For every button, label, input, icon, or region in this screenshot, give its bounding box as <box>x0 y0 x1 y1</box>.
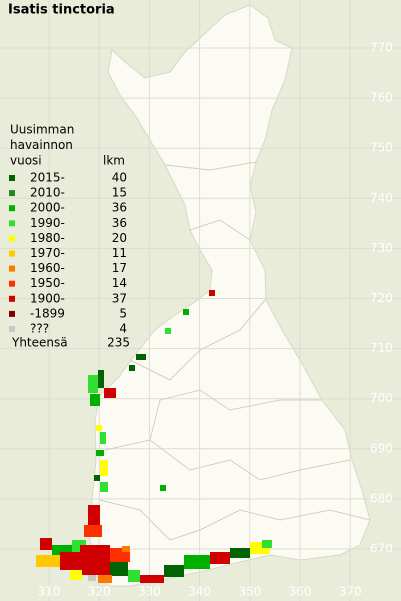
legend-label: 1900- <box>30 291 65 305</box>
square <box>209 290 215 296</box>
legend-label: 1980- <box>30 231 65 245</box>
legend-swatch <box>9 310 15 317</box>
square <box>136 354 146 360</box>
northing-label: 670 <box>370 542 393 556</box>
northing-label: 700 <box>370 391 393 405</box>
northing-label: 720 <box>370 291 393 305</box>
map-title: Isatis tinctoria <box>8 3 115 18</box>
square <box>184 555 210 569</box>
legend-count: 36 <box>112 216 127 230</box>
legend-count: 5 <box>119 306 127 320</box>
legend-swatch <box>9 250 15 257</box>
square <box>88 575 96 581</box>
observation-squares <box>36 290 272 583</box>
easting-label: 360 <box>289 585 312 599</box>
square <box>88 505 100 525</box>
square <box>100 460 108 476</box>
northing-label: 680 <box>370 491 393 505</box>
legend-swatch <box>9 190 15 197</box>
northing-label: 750 <box>370 141 393 155</box>
legend-swatch <box>9 265 15 272</box>
legend-swatch <box>9 175 15 181</box>
easting-label: 340 <box>188 585 211 599</box>
legend-swatch <box>9 280 15 287</box>
legend-swatch <box>9 205 15 212</box>
legend-count: 14 <box>112 276 127 290</box>
square <box>129 365 135 371</box>
legend-swatch <box>9 326 15 332</box>
legend-label: 2010- <box>30 186 65 200</box>
square <box>128 570 140 582</box>
legend-count: 17 <box>112 261 127 275</box>
square <box>90 394 100 406</box>
square <box>210 552 230 564</box>
square <box>165 328 171 334</box>
legend-swatch <box>9 235 15 242</box>
square <box>70 570 82 580</box>
square <box>94 475 100 481</box>
region-borders <box>99 161 371 541</box>
legend-label: 2000- <box>30 201 65 215</box>
square <box>96 425 102 431</box>
easting-label: 350 <box>238 585 261 599</box>
square <box>164 565 184 577</box>
legend-label: ??? <box>30 322 49 336</box>
square <box>88 375 98 393</box>
legend-swatch <box>9 220 15 227</box>
square <box>160 485 166 491</box>
legend-label: 2015- <box>30 171 65 185</box>
northing-label: 690 <box>370 441 393 455</box>
square <box>183 309 189 315</box>
legend-count: 40 <box>112 171 127 185</box>
legend-total-label: Yhteensä <box>11 336 68 350</box>
northing-label: 710 <box>370 341 393 355</box>
legend-total: 235 <box>107 336 130 350</box>
square <box>262 540 272 548</box>
square <box>36 555 60 567</box>
northing-label: 740 <box>370 191 393 205</box>
legend-heading: havainnon <box>10 138 73 152</box>
legend-count: 37 <box>112 291 127 305</box>
northing-label: 770 <box>370 41 393 55</box>
legend-label: 1960- <box>30 261 65 275</box>
square <box>84 525 102 537</box>
square <box>100 482 108 492</box>
northing-label: 730 <box>370 241 393 255</box>
easting-label: 320 <box>88 585 111 599</box>
easting-label: 310 <box>38 585 61 599</box>
square <box>104 388 116 398</box>
square <box>140 575 164 583</box>
square <box>98 370 104 388</box>
legend-label: -1899 <box>30 306 65 320</box>
legend-count: 11 <box>112 246 127 260</box>
square <box>80 545 110 575</box>
legend-heading: Uusimman <box>10 123 74 137</box>
square <box>230 548 250 558</box>
square <box>40 538 52 550</box>
square <box>100 432 106 444</box>
legend-label: 1970- <box>30 246 65 260</box>
legend-label: 1950- <box>30 276 65 290</box>
square <box>110 562 128 576</box>
legend-count-heading: lkm <box>103 154 125 168</box>
square <box>96 450 104 456</box>
legend-count: 4 <box>119 322 127 336</box>
northing-label: 760 <box>370 91 393 105</box>
legend-heading: vuosi <box>10 154 42 168</box>
legend-count: 36 <box>112 201 127 215</box>
legend-label: 1990- <box>30 216 65 230</box>
square <box>122 546 130 552</box>
square <box>98 575 112 583</box>
square <box>60 552 80 570</box>
legend-count: 20 <box>112 231 127 245</box>
legend-swatch <box>9 295 15 302</box>
easting-label: 370 <box>339 585 362 599</box>
easting-label: 330 <box>138 585 161 599</box>
square <box>52 545 72 555</box>
legend-count: 15 <box>112 186 127 200</box>
